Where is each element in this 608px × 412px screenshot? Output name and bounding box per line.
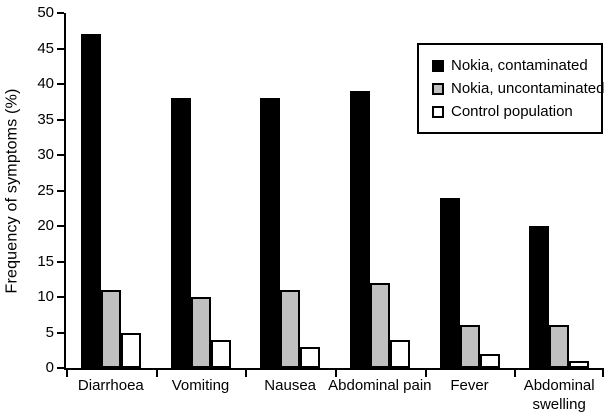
bar-nokia-contaminated-diarrhoea: [80, 34, 101, 368]
y-tick-label: 40: [37, 75, 54, 92]
y-tick-label: 15: [37, 252, 54, 270]
legend-item: Nokia, uncontaminated: [432, 77, 604, 100]
bar-nokia-contaminated-fever: [439, 197, 460, 368]
y-tick-label: 45: [37, 39, 54, 57]
x-tick: [155, 370, 158, 377]
y-tick: [57, 331, 64, 334]
y-tick: [57, 118, 64, 121]
x-tick: [245, 370, 248, 377]
y-tick: [57, 12, 64, 14]
bar-nokia-uncontaminated-abdominal-pain: [369, 282, 390, 368]
y-tick-label: 35: [37, 110, 54, 128]
bar-nokia-contaminated-abdominal-pain: [349, 91, 370, 368]
bar-control-population-abdominal-swelling: [569, 360, 590, 368]
y-tick: [57, 189, 64, 192]
y-tick-label: 30: [37, 146, 54, 163]
y-tick: [57, 225, 64, 227]
x-category-label: Nausea: [264, 377, 316, 394]
legend: Nokia, contaminated Nokia, uncontaminate…: [417, 43, 604, 134]
x-category-label: Fever: [450, 377, 489, 394]
y-tick-label: 25: [37, 181, 54, 199]
bar-nokia-uncontaminated-nausea: [280, 289, 301, 368]
y-tick: [57, 154, 64, 156]
bar-control-population-fever: [479, 353, 500, 368]
y-tick-label: 5: [45, 323, 54, 341]
legend-label: Control population: [451, 103, 573, 120]
bar-nokia-uncontaminated-fever: [459, 325, 480, 368]
y-tick-label: 20: [37, 217, 54, 234]
y-tick: [57, 47, 64, 50]
bar-nokia-uncontaminated-vomiting: [190, 297, 211, 368]
bar-control-population-diarrhoea: [120, 332, 141, 368]
y-tick: [57, 260, 64, 263]
y-tick-label: 10: [37, 288, 54, 305]
bar-nokia-contaminated-vomiting: [170, 98, 191, 368]
bar-control-population-abdominal-pain: [389, 339, 410, 368]
x-category-label: Vomiting: [171, 377, 230, 394]
legend-label: Nokia, contaminated: [451, 57, 588, 74]
y-tick-label: 0: [45, 359, 54, 376]
legend-marker-nokia-contaminated: [432, 59, 444, 72]
bar-nokia-contaminated-nausea: [260, 98, 281, 368]
bar-nokia-uncontaminated-diarrhoea: [100, 289, 121, 368]
legend-marker-nokia-uncontaminated: [432, 82, 444, 95]
legend-item: Control population: [432, 100, 593, 123]
x-tick: [514, 370, 517, 377]
y-tick: [57, 296, 64, 298]
bar-nokia-contaminated-abdominal-swelling: [529, 226, 550, 368]
x-tick: [424, 370, 427, 377]
bar-control-population-nausea: [300, 346, 321, 368]
x-tick: [66, 370, 68, 377]
x-tick: [602, 370, 604, 377]
y-tick-label: 50: [37, 4, 54, 21]
y-tick: [57, 367, 64, 369]
bar-control-population-vomiting: [210, 339, 231, 368]
legend-marker-control-population: [432, 105, 444, 118]
plot-area: 0 5 10 15 20 25 30 35 40 45 50 Diarrhoea Vomiting Nau…: [37, 4, 604, 412]
x-category-label: Abdominal swelling: [523, 377, 595, 412]
x-tick: [335, 370, 337, 377]
y-tick: [57, 83, 64, 85]
x-category-label: Diarrhoea: [77, 377, 144, 394]
legend-label: Nokia, uncontaminated: [451, 80, 605, 97]
bar-nokia-uncontaminated-abdominal-swelling: [549, 325, 570, 368]
x-category-label: Abdominal pain: [328, 377, 432, 394]
legend-item: Nokia, contaminated: [432, 54, 593, 77]
